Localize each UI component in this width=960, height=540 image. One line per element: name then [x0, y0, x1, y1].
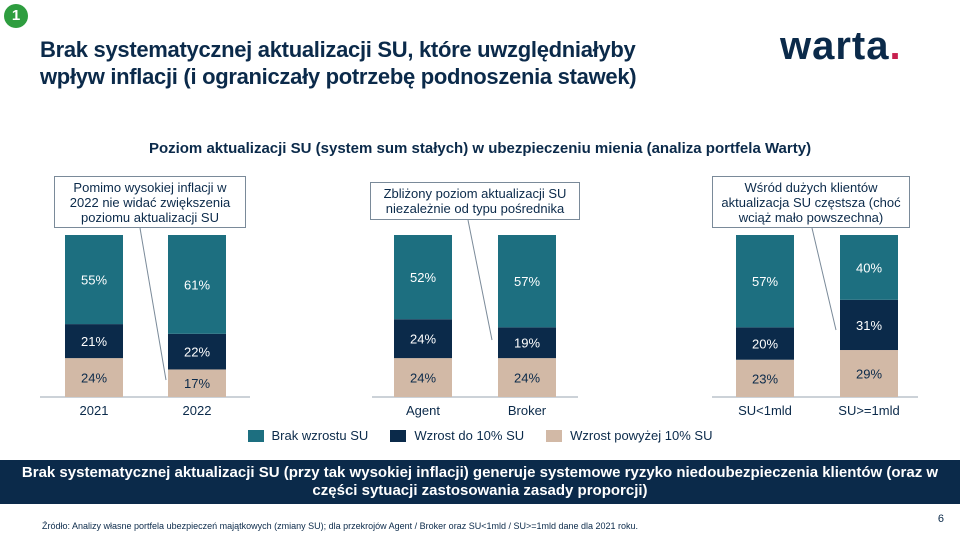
legend-swatch-brak	[247, 429, 264, 442]
category-label-3: Broker	[508, 403, 547, 418]
bar-segment-1-1	[168, 333, 226, 370]
bar-segment-2-1	[168, 369, 226, 397]
category-label-2: Agent	[406, 403, 440, 418]
data-label-1-0: 21%	[81, 334, 107, 349]
bar-segment-1-0	[65, 324, 123, 359]
data-label-2-0: 24%	[81, 371, 107, 386]
data-label-2-2: 24%	[410, 371, 436, 386]
data-label-2-4: 23%	[752, 371, 778, 386]
data-label-2-3: 24%	[514, 371, 540, 386]
bar-segment-0-0	[65, 235, 123, 325]
bar-segment-2-2	[394, 358, 452, 397]
bar-segment-0-2	[394, 235, 452, 320]
warta-logo: warta.	[780, 24, 902, 69]
bar-segment-2-5	[840, 350, 898, 397]
legend-item-brak: Brak wzrostu SU	[247, 428, 369, 443]
conclusion-banner: Brak systematycznej aktualizacji SU (prz…	[0, 460, 960, 504]
bar-segment-2-4	[736, 359, 794, 397]
page-number: 6	[937, 513, 944, 525]
legend-item-do10: Wzrost do 10% SU	[390, 428, 524, 443]
data-label-1-4: 20%	[752, 337, 778, 352]
bar-segment-1-2	[394, 319, 452, 359]
logo-dot: .	[889, 24, 902, 68]
data-label-1-1: 22%	[184, 345, 210, 360]
title-line-2: wpływ inflacji (i ograniczały potrzebę p…	[40, 64, 637, 89]
source-note: Źródło: Analizy własne portfela ubezpiec…	[42, 521, 639, 531]
slide-title: Brak systematycznej aktualizacji SU, któ…	[40, 36, 740, 90]
data-label-0-0: 55%	[81, 273, 107, 288]
legend-label-powyzej10: Wzrost powyżej 10% SU	[570, 428, 713, 443]
bar-segment-0-3	[498, 235, 556, 328]
legend-swatch-do10	[390, 429, 407, 442]
bar-segment-0-4	[736, 235, 794, 328]
bar-segment-0-1	[168, 235, 226, 334]
category-label-1: 2022	[183, 403, 212, 418]
category-label-0: 2021	[80, 403, 109, 418]
callout-connector-0	[139, 227, 167, 381]
data-label-1-5: 31%	[856, 318, 882, 333]
data-label-0-4: 57%	[752, 274, 778, 289]
title-line-1: Brak systematycznej aktualizacji SU, któ…	[40, 37, 636, 62]
bar-segment-0-5	[840, 235, 898, 300]
bar-segment-2-0	[65, 358, 123, 397]
callout-intermediary: Zbliżony poziom aktualizacji SU niezależ…	[370, 182, 580, 220]
data-label-0-1: 61%	[184, 277, 210, 292]
data-label-0-3: 57%	[514, 274, 540, 289]
callout-connector-1	[467, 219, 493, 341]
bar-segment-2-3	[498, 358, 556, 397]
chart-title: Poziom aktualizacji SU (system sum stały…	[148, 140, 812, 157]
legend-item-powyzej10: Wzrost powyżej 10% SU	[546, 428, 712, 443]
category-label-4: SU<1mld	[738, 403, 792, 418]
category-label-5: SU>=1mld	[838, 403, 899, 418]
data-label-1-2: 24%	[410, 332, 436, 347]
callout-large-clients: Wśród dużych klientów aktualizacja SU cz…	[712, 176, 910, 228]
data-label-1-3: 19%	[514, 336, 540, 351]
bar-segment-1-5	[840, 299, 898, 351]
callout-inflation: Pomimo wysokiej inflacji w 2022 nie wida…	[54, 176, 246, 228]
data-label-2-5: 29%	[856, 367, 882, 382]
chart-legend: Brak wzrostu SU Wzrost do 10% SU Wzrost …	[0, 428, 960, 443]
legend-label-brak: Brak wzrostu SU	[271, 428, 369, 443]
legend-label-do10: Wzrost do 10% SU	[414, 428, 525, 443]
logo-text: warta	[780, 24, 890, 68]
data-label-2-1: 17%	[184, 376, 210, 391]
data-label-0-2: 52%	[410, 270, 436, 285]
legend-swatch-powyzej10	[546, 429, 563, 442]
callout-connector-2	[811, 227, 837, 331]
bar-segment-1-4	[736, 327, 794, 360]
slide-number-badge: 1	[4, 4, 28, 28]
bar-segment-1-3	[498, 327, 556, 359]
data-label-0-5: 40%	[856, 260, 882, 275]
